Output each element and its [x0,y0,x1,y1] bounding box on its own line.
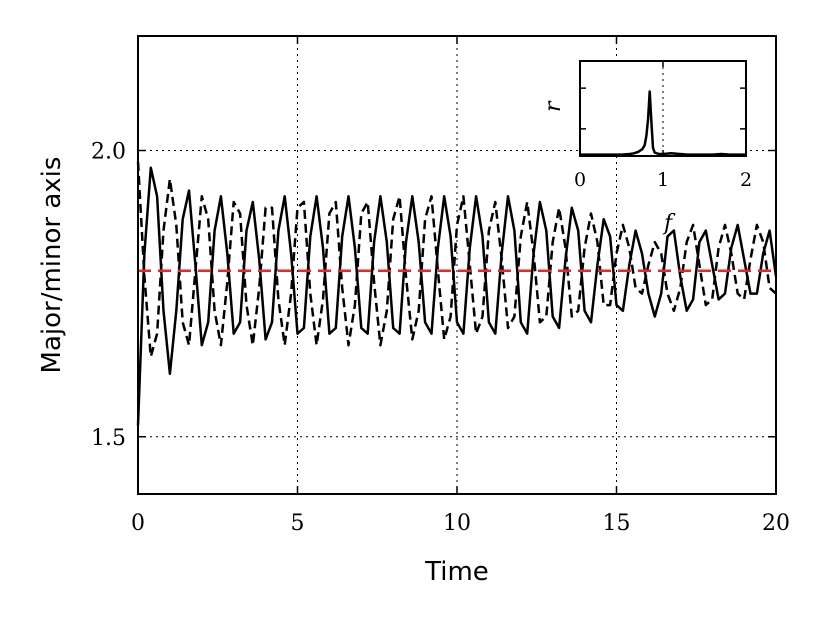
series-line-1 [136,166,778,426]
inset-spectrum [580,90,746,156]
series-line-2 [136,161,777,358]
x-tick-label: 20 [762,511,790,536]
series-layer [136,161,778,426]
inset-y-axis-label: r [541,100,566,112]
y-axis-label: Major/minor axis [37,157,67,374]
x-tick-label: 5 [291,511,305,536]
x-tick-label: 15 [603,511,631,536]
inset-x-tick-label: 0 [574,169,586,191]
y-tick-label: 1.5 [91,426,126,451]
inset-background [580,61,746,156]
y-tick-label: 2.0 [91,140,126,165]
inset-x-tick-label: 1 [657,169,669,191]
main-plot-area: 0 5 10 15 201.52.0 [91,35,790,537]
x-tick-label: 10 [443,511,471,536]
inset-x-tick-label: 2 [740,169,752,191]
x-tick-label: 0 [131,511,145,536]
inset-spectrum-line [580,90,746,156]
x-axis-label: Time [424,557,489,587]
tick-marks [137,36,777,494]
tick-labels: 0 5 10 15 201.52.0 [91,140,790,537]
inset-tick-marks [579,61,747,156]
inset-tick-labels: 0 1 2 [574,169,752,191]
